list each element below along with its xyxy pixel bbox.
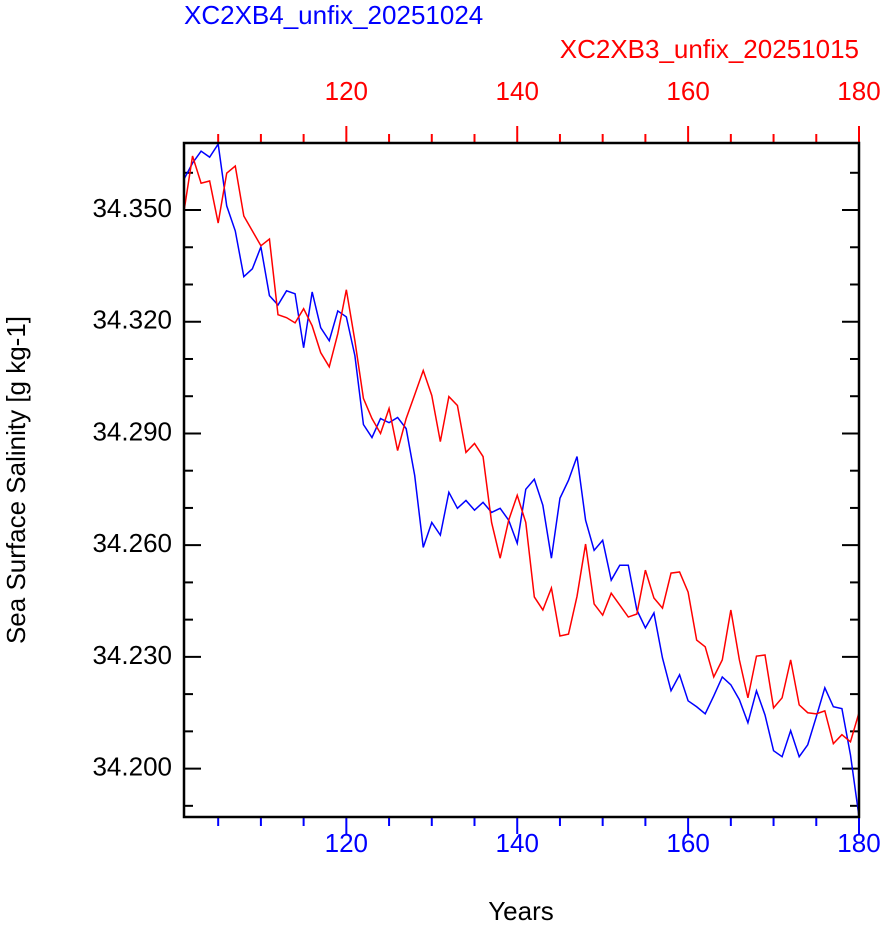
series-title: XC2XB4_unfix_20251024 — [184, 0, 483, 30]
series-title: XC2XB3_unfix_20251015 — [560, 34, 859, 64]
y-tick-label: 34.230 — [92, 640, 172, 670]
x2-tick-label: 160 — [666, 76, 709, 106]
y-tick-label: 34.320 — [92, 305, 172, 335]
series-line — [183, 155, 860, 746]
x2-tick-label: 180 — [837, 76, 880, 106]
x-axis-title: Years — [488, 896, 554, 926]
x2-tick-label: 120 — [325, 76, 368, 106]
y-axis-title: Sea Surface Salinity [g kg-1] — [1, 316, 31, 644]
y-tick-label: 34.200 — [92, 751, 172, 781]
y-tick-label: 34.290 — [92, 416, 172, 446]
x2-tick-label: 140 — [496, 76, 539, 106]
series-line — [183, 142, 860, 817]
y-tick-label: 34.350 — [92, 193, 172, 223]
plot-frame — [182, 141, 861, 819]
y-tick-label: 34.260 — [92, 528, 172, 558]
